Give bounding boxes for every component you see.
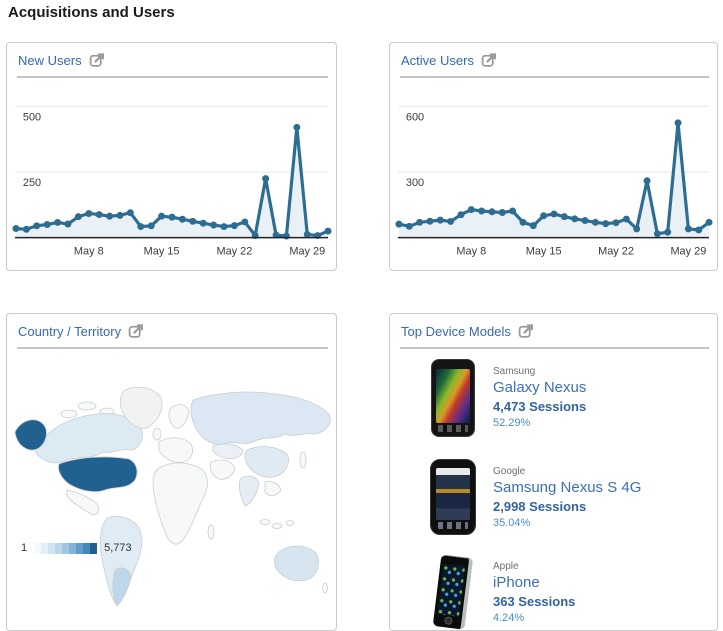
legend-max-label: 5,773 [104, 542, 132, 554]
device-model-link[interactable]: Samsung Nexus S 4G [493, 479, 642, 496]
svg-text:May 22: May 22 [598, 246, 634, 258]
go-to-report-icon[interactable] [128, 323, 144, 339]
country-russia[interactable] [190, 391, 331, 445]
legend-min-label: 1 [21, 542, 28, 554]
svg-text:May 15: May 15 [144, 246, 180, 258]
device-model-link[interactable]: Galaxy Nexus [493, 379, 587, 396]
map-legend: 1 5,773 [21, 542, 132, 554]
active-users-chart[interactable]: 300 600 May 8 May 15 May 22 May 29 [390, 83, 717, 271]
device-brand: Google [493, 466, 526, 477]
svg-text:May 29: May 29 [289, 246, 325, 258]
panel-divider [400, 347, 709, 349]
panel-title-label: Top Device Models [401, 323, 511, 339]
svg-text:May 8: May 8 [456, 246, 486, 258]
new-users-title-link[interactable]: New Users [18, 52, 105, 68]
country-greenland[interactable] [119, 386, 163, 429]
go-to-report-icon[interactable] [481, 52, 497, 68]
panel-new-users: New Users 250 500 May 8 May 15 May 22 May 29 [6, 42, 337, 271]
device-model-link[interactable]: iPhone [493, 574, 540, 591]
country-china[interactable] [244, 446, 289, 478]
device-image-galaxy-nexus [431, 359, 475, 437]
device-image-nexus-s [430, 459, 476, 535]
svg-text:May 8: May 8 [74, 246, 104, 258]
panel-title-label: New Users [18, 52, 82, 68]
world-map[interactable] [7, 356, 338, 606]
page-title: Acquisitions and Users [8, 4, 175, 21]
country-us-alaska[interactable] [14, 419, 47, 451]
device-sessions: 2,998 Sessions [493, 499, 587, 514]
panel-country-territory: Country / Territory [6, 313, 337, 631]
top-device-models-title-link[interactable]: Top Device Models [401, 323, 534, 339]
country-canada[interactable] [34, 413, 143, 464]
go-to-report-icon[interactable] [89, 52, 105, 68]
country-australia[interactable] [274, 545, 319, 582]
svg-text:May 29: May 29 [670, 246, 706, 258]
country-territory-title-link[interactable]: Country / Territory [18, 323, 144, 339]
svg-text:250: 250 [23, 177, 41, 189]
country-india[interactable] [238, 475, 260, 507]
svg-text:300: 300 [406, 177, 424, 189]
panel-divider [17, 347, 328, 349]
svg-text:May 15: May 15 [526, 246, 562, 258]
device-image-iphone [432, 554, 474, 630]
panel-top-device-models: Top Device Models Samsung Galaxy Nexus 4… [389, 313, 718, 631]
device-percent: 4.24% [493, 612, 525, 624]
country-united-states[interactable] [58, 456, 138, 492]
active-users-title-link[interactable]: Active Users [401, 52, 497, 68]
device-brand: Apple [493, 561, 519, 572]
panel-divider [17, 76, 328, 78]
svg-text:May 22: May 22 [217, 246, 253, 258]
device-percent: 35.04% [493, 517, 531, 529]
svg-text:500: 500 [23, 111, 41, 123]
device-percent: 52.29% [493, 417, 531, 429]
svg-text:600: 600 [406, 111, 424, 123]
panel-title-label: Country / Territory [18, 323, 122, 339]
new-users-chart[interactable]: 250 500 May 8 May 15 May 22 May 29 [7, 83, 336, 271]
device-row-iphone: Apple iPhone 363 Sessions 4.24% [390, 554, 576, 630]
device-sessions: 4,473 Sessions [493, 399, 587, 414]
panel-title-label: Active Users [401, 52, 474, 68]
country-argentina[interactable] [112, 567, 132, 606]
go-to-report-icon[interactable] [518, 323, 534, 339]
panel-divider [400, 76, 709, 78]
device-brand: Samsung [493, 366, 536, 377]
device-sessions: 363 Sessions [493, 594, 576, 609]
device-row-nexus-s: Google Samsung Nexus S 4G 2,998 Sessions… [390, 459, 641, 535]
device-row-galaxy-nexus: Samsung Galaxy Nexus 4,473 Sessions 52.2… [390, 359, 586, 437]
panel-active-users: Active Users 300 600 May 8 May 15 May 22 May … [389, 42, 718, 271]
legend-gradient [34, 542, 98, 554]
